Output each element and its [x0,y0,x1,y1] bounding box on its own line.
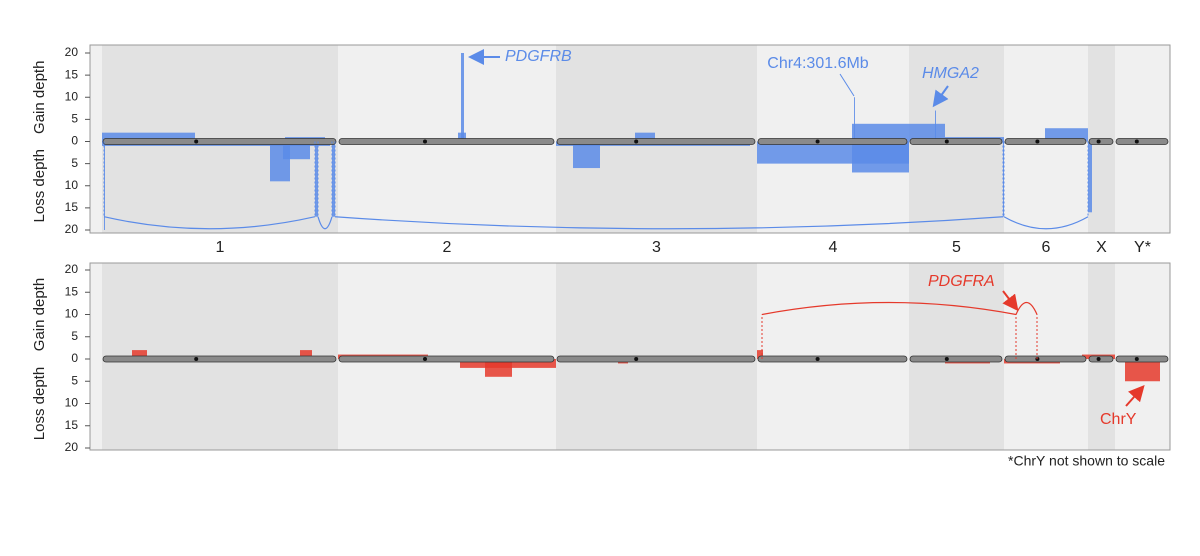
cn-segment [102,132,195,142]
ideogram [1088,138,1114,145]
centromere [1035,139,1040,144]
centromere [944,357,949,361]
ideogram [102,355,337,363]
y-tick-label: 15 [65,284,79,298]
cn-segment [283,141,310,160]
ideogram [757,138,908,145]
y-axis-label: Gain depth [31,278,48,351]
cn-segment [852,141,909,173]
cn-segment [1125,359,1160,382]
ideogram [909,355,1003,363]
ideogram [909,138,1003,145]
y-tick-label: 20 [65,222,79,236]
centromere [1096,357,1101,361]
chromosome-label: X [1096,239,1107,256]
y-tick-label: 5 [71,112,78,126]
cn-segment [461,53,464,142]
y-tick-label: 20 [65,262,79,276]
y-tick-label: 5 [71,329,78,343]
y-axis-label: Loss depth [31,149,48,222]
annotation-pointer [1125,385,1145,407]
ideogram [1115,138,1169,145]
centromere [1134,139,1139,144]
centromere [944,139,949,144]
chromosome-label: 1 [216,239,225,256]
annotation: Chr4:301.6Mb [767,55,868,72]
centromere [1134,357,1139,361]
y-tick-label: 10 [65,178,79,192]
y-tick-label: 0 [71,134,78,148]
y-axis-label: Loss depth [31,367,48,440]
y-tick-label: 10 [65,307,79,321]
sv-arc [103,216,316,230]
sv-arc [761,301,1017,316]
centromere [423,357,427,361]
annotation: HMGA2 [922,65,979,82]
y-tick-label: 5 [71,156,78,170]
cn-segment [300,350,312,359]
centromere [634,139,639,144]
cn-segment [935,110,936,142]
cn-segment [485,359,512,377]
ideogram [102,138,337,145]
cn-segment [332,141,335,217]
annotation-pointer [839,73,855,97]
ideogram [556,138,756,145]
ideogram [1004,355,1087,363]
ideogram [1004,138,1087,145]
y-tick-label: 20 [65,440,79,454]
ideogram [556,355,756,363]
cn-segment [132,350,147,359]
ideogram [1088,355,1114,363]
y-tick-label: 20 [65,45,79,59]
y-tick-label: 5 [71,373,78,387]
chromosome-label: 3 [652,239,661,256]
chromosome-label: Y* [1134,239,1151,256]
cn-segment [757,350,763,359]
annotation: PDGFRB [505,48,572,65]
cn-segment [1088,141,1092,213]
ideogram [1115,355,1169,363]
y-tick-label: 15 [65,67,79,81]
annotation: PDGFRA [928,273,995,290]
chromosome-label: 6 [1042,239,1051,256]
centromere [1096,139,1101,144]
cn-segment [852,123,909,142]
centromere [423,139,427,144]
plot-frame [89,262,1171,451]
centromere [634,357,639,361]
ideogram [338,355,555,363]
cn-segment [854,97,855,142]
annotation-pointer [932,85,949,108]
chromosome-label: 2 [443,239,452,256]
sv-arc [334,216,1004,230]
centromere [194,139,199,144]
footnote: *ChrY not shown to scale [1008,453,1165,469]
centromere [815,357,820,361]
centromere [194,357,199,361]
y-tick-label: 15 [65,418,79,432]
ideogram [757,355,908,363]
y-tick-label: 0 [71,351,78,365]
ideogram [338,138,555,145]
annotation-pointer [1002,290,1019,312]
y-tick-label: 15 [65,200,79,214]
sv-arc [1003,216,1089,230]
cn-segment [315,141,318,217]
annotation: ChrY [1100,411,1137,428]
y-tick-label: 10 [65,396,79,410]
y-tick-label: 10 [65,89,79,103]
plot-frame [89,44,1171,234]
centromere [815,139,820,144]
chromosome-label: 4 [829,239,838,256]
cn-segment [635,132,655,142]
y-axis-label: Gain depth [31,61,48,134]
chromosome-label: 5 [952,239,961,256]
sv-arc [317,216,333,230]
cn-segment [573,141,600,169]
